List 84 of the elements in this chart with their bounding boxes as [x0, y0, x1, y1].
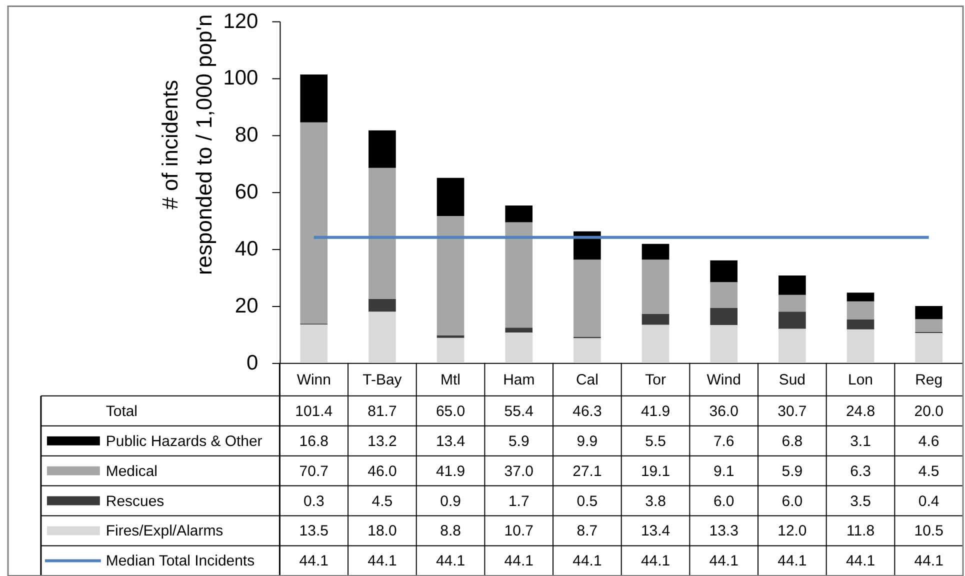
y-tick-label: 60: [234, 180, 258, 204]
data-label: 44.1: [436, 552, 466, 570]
data-label: 46.0: [368, 462, 397, 480]
data-label: 6.0: [782, 492, 803, 510]
total-label: 55.4: [504, 402, 534, 420]
x-tick-label: T-Bay: [362, 371, 402, 388]
data-label: 5.9: [508, 432, 530, 450]
data-label: 44.1: [299, 552, 328, 570]
x-tick-label: Mtl: [440, 371, 461, 388]
data-label: 13.3: [709, 522, 738, 540]
text: Total: [106, 402, 138, 420]
y-tick-label: 20: [234, 294, 258, 318]
y-tick-label: 80: [234, 124, 258, 147]
data-label: 16.8: [299, 432, 328, 450]
x-tick-label: Wind: [706, 371, 741, 388]
data-label: 7.6: [713, 432, 734, 450]
data-label: 44.1: [778, 552, 807, 570]
legend-label: Median Total Incidents: [106, 552, 255, 570]
x-tick-label: Tor: [645, 371, 666, 388]
data-label: 27.1: [572, 462, 602, 480]
data-label: 10.7: [504, 522, 534, 540]
data-label: 8.8: [440, 522, 461, 540]
total-label: 101.4: [295, 402, 333, 420]
data-label: 44.1: [504, 552, 534, 570]
data-label: 13.5: [299, 522, 328, 540]
data-label: 0.4: [918, 492, 940, 510]
data-label: 4.5: [918, 462, 940, 480]
data-label: 6.0: [713, 492, 734, 510]
data-label: 37.0: [504, 462, 534, 480]
total-label: 65.0: [436, 402, 466, 420]
total-label: 41.9: [640, 402, 670, 420]
data-label: 1.7: [508, 492, 530, 510]
total-label: 36.0: [709, 402, 738, 420]
data-label: 44.1: [640, 552, 670, 570]
y-axis-title: # of incidents responded to / 1,000 pop'n: [157, 14, 216, 276]
x-tick-label: Reg: [915, 371, 943, 388]
data-label: 44.1: [572, 552, 602, 570]
data-label: 4.6: [918, 432, 940, 450]
data-label: 0.9: [440, 492, 461, 510]
legend-label: Fires/Expl/Alarms: [106, 522, 224, 540]
data-label: 3.5: [850, 492, 871, 510]
total-label: 24.8: [846, 402, 876, 420]
data-label: 44.1: [914, 552, 944, 570]
data-label: 13.4: [436, 432, 466, 450]
data-label: 44.1: [846, 552, 876, 570]
data-label: 5.5: [645, 432, 666, 450]
data-label: 44.1: [709, 552, 738, 570]
data-label: 10.5: [914, 522, 944, 540]
y-tick-label: 40: [234, 238, 258, 261]
data-label: 19.1: [640, 462, 670, 480]
data-label: 11.8: [846, 522, 875, 540]
data-label: 13.2: [368, 432, 397, 450]
x-tick-label: Lon: [848, 371, 873, 388]
y-tick-label: 100: [223, 66, 258, 90]
data-label: 41.9: [436, 462, 466, 480]
data-label: 9.1: [713, 462, 734, 480]
y-tick-label: 0: [246, 351, 258, 374]
data-label: 3.1: [850, 432, 871, 450]
x-tick-label: Winn: [296, 371, 331, 388]
data-label: 6.8: [782, 432, 803, 450]
data-label: 3.8: [645, 492, 666, 510]
legend-label: Rescues: [106, 492, 164, 510]
data-label: 9.9: [576, 432, 598, 450]
data-label: 70.7: [299, 462, 328, 480]
legend-label: Medical: [106, 462, 158, 480]
data-label: 44.1: [368, 552, 397, 570]
total-label: 20.0: [914, 402, 944, 420]
x-tick-label: Cal: [576, 371, 598, 388]
total-label: 81.7: [368, 402, 397, 420]
data-label: 12.0: [778, 522, 807, 540]
x-tick-label: Ham: [503, 371, 535, 388]
legend-label: Public Hazards & Other: [106, 432, 262, 450]
data-label: 13.4: [640, 522, 670, 540]
x-tick-label: Sud: [778, 371, 806, 388]
data-label: 0.3: [303, 492, 324, 510]
total-label: 30.7: [778, 402, 807, 420]
y-tick-label: 120: [223, 10, 258, 33]
data-label: 8.7: [576, 522, 598, 540]
data-label: 6.3: [850, 462, 871, 480]
data-label: 0.5: [576, 492, 598, 510]
data-label: 18.0: [368, 522, 397, 540]
data-label: 4.5: [372, 492, 393, 510]
total-label: 46.3: [572, 402, 602, 420]
data-label: 5.9: [782, 462, 803, 480]
